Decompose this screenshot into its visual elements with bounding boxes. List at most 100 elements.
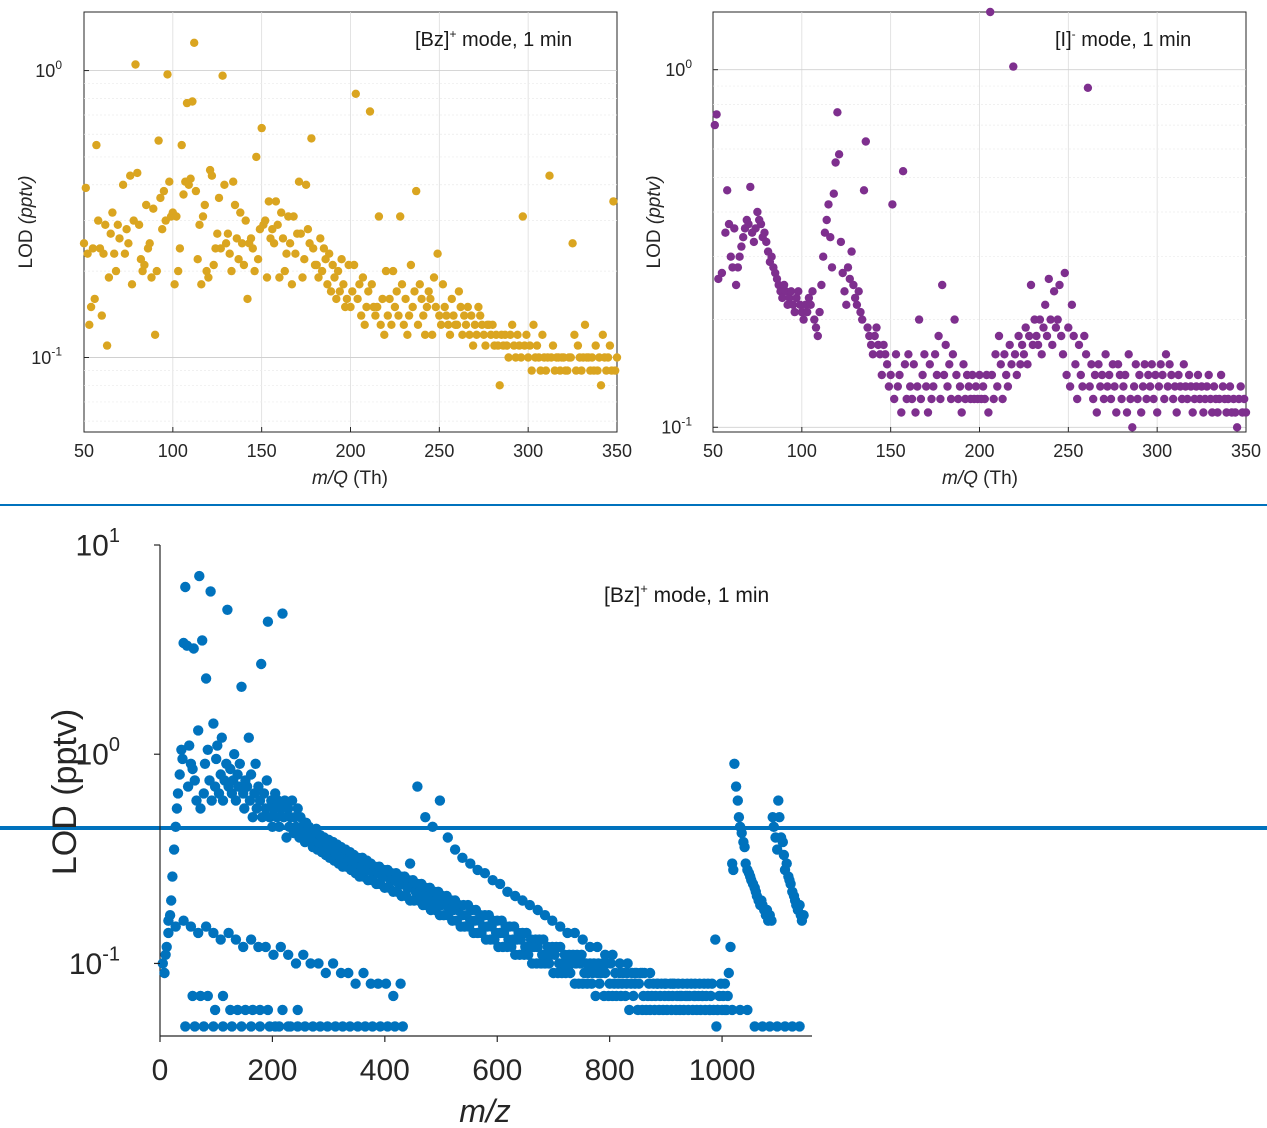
data-point bbox=[374, 212, 384, 221]
data-point bbox=[506, 330, 515, 339]
data-point bbox=[879, 340, 888, 350]
data-point bbox=[858, 315, 867, 324]
data-point bbox=[389, 1021, 401, 1032]
data-point bbox=[122, 225, 131, 234]
data-point bbox=[607, 949, 618, 960]
data-point bbox=[827, 263, 837, 272]
data-point bbox=[396, 212, 405, 221]
data-point bbox=[959, 360, 968, 369]
data-point bbox=[737, 242, 746, 251]
data-point bbox=[543, 958, 555, 969]
data-point bbox=[1002, 370, 1011, 380]
data-point bbox=[964, 382, 973, 391]
data-point bbox=[454, 287, 464, 296]
data-point bbox=[1213, 408, 1222, 417]
data-point bbox=[727, 1004, 738, 1016]
data-point bbox=[1163, 382, 1173, 391]
data-point bbox=[524, 899, 535, 911]
data-point bbox=[1080, 331, 1089, 341]
data-point bbox=[419, 311, 428, 320]
data-point bbox=[434, 795, 446, 806]
data-point bbox=[257, 812, 268, 823]
data-point bbox=[208, 1021, 219, 1032]
data-point bbox=[1019, 350, 1029, 359]
data-point bbox=[1096, 382, 1105, 391]
x-tick-label: 350 bbox=[1231, 441, 1261, 461]
data-point bbox=[838, 268, 847, 278]
data-point bbox=[241, 781, 253, 792]
data-point bbox=[593, 366, 602, 375]
data-point bbox=[257, 123, 266, 133]
data-point bbox=[733, 263, 743, 272]
data-point bbox=[328, 260, 337, 270]
data-point bbox=[314, 273, 323, 282]
data-point bbox=[1012, 370, 1021, 380]
data-point bbox=[742, 1004, 753, 1016]
data-point bbox=[360, 1021, 371, 1032]
data-point bbox=[274, 1021, 285, 1032]
data-point bbox=[367, 280, 376, 289]
y-tick-labels: 101 100 10-1 bbox=[69, 525, 160, 981]
data-point bbox=[603, 353, 613, 362]
data-point bbox=[1156, 360, 1165, 369]
data-point bbox=[529, 320, 538, 329]
data-point bbox=[952, 370, 961, 380]
data-point bbox=[1142, 394, 1151, 404]
data-point bbox=[600, 967, 611, 979]
data-point bbox=[351, 89, 360, 99]
chart-bz-mode-top: 50 100 150 200 250 300 350 100 10-1 [Bz]+ mode,… bbox=[16, 11, 632, 489]
data-point bbox=[943, 382, 952, 391]
data-point bbox=[1124, 350, 1133, 359]
data-point bbox=[877, 370, 886, 380]
data-point bbox=[178, 915, 189, 926]
data-point bbox=[438, 280, 448, 289]
data-point bbox=[732, 795, 743, 806]
data-point bbox=[264, 812, 275, 823]
data-point bbox=[566, 353, 575, 362]
data-point bbox=[1121, 370, 1130, 380]
data-point bbox=[261, 775, 272, 786]
data-point bbox=[223, 927, 234, 939]
data-point bbox=[938, 280, 947, 290]
data-point bbox=[868, 350, 878, 359]
y-tick-labels: 100 10-1 bbox=[31, 58, 89, 368]
data-point bbox=[495, 381, 504, 390]
data-point bbox=[452, 320, 462, 329]
data-point bbox=[158, 225, 167, 234]
data-point bbox=[261, 216, 270, 225]
data-point bbox=[1049, 287, 1059, 296]
data-point bbox=[404, 858, 416, 869]
data-point bbox=[798, 910, 809, 921]
data-point bbox=[900, 360, 910, 369]
data-point bbox=[849, 280, 858, 290]
data-point bbox=[545, 171, 554, 180]
data-point bbox=[198, 788, 209, 799]
data-point bbox=[513, 330, 522, 339]
data-point bbox=[225, 763, 236, 775]
data-point bbox=[872, 323, 881, 332]
data-point bbox=[1032, 331, 1041, 341]
data-point bbox=[447, 294, 456, 304]
data-point bbox=[1225, 382, 1235, 391]
data-point bbox=[254, 1021, 266, 1032]
data-point bbox=[587, 353, 597, 362]
data-point bbox=[449, 311, 458, 320]
data-point bbox=[250, 266, 259, 276]
data-point bbox=[1105, 370, 1114, 380]
data-point bbox=[465, 858, 476, 869]
data-point bbox=[92, 140, 101, 150]
data-point bbox=[436, 320, 446, 329]
data-point bbox=[998, 394, 1007, 404]
data-point bbox=[1199, 408, 1208, 417]
data-point bbox=[197, 635, 208, 646]
data-point bbox=[1000, 350, 1009, 359]
data-point bbox=[481, 341, 490, 350]
data-point bbox=[200, 200, 209, 210]
data-point bbox=[811, 323, 821, 332]
data-point bbox=[358, 967, 369, 979]
data-point bbox=[232, 1004, 243, 1016]
data-point bbox=[787, 1021, 798, 1032]
data-point bbox=[1042, 331, 1052, 341]
data-point bbox=[206, 795, 217, 806]
data-point bbox=[457, 852, 468, 863]
